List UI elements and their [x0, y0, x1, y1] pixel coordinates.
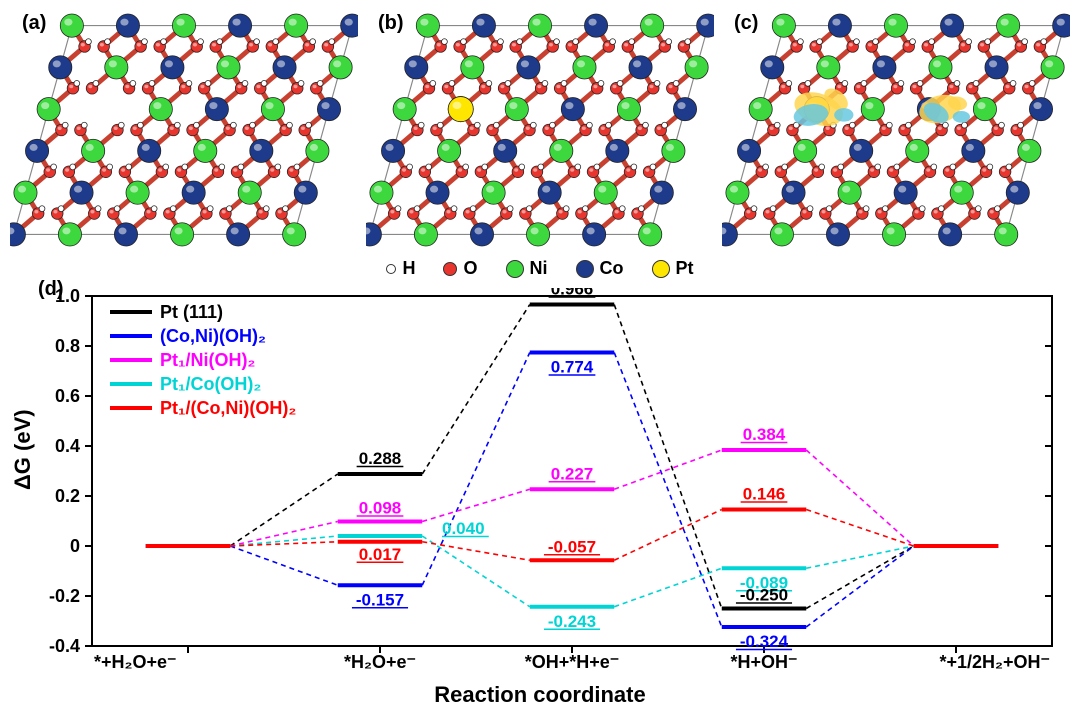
svg-text:Pt₁/(Co,Ni)(OH)₂: Pt₁/(Co,Ni)(OH)₂: [160, 398, 296, 418]
svg-text:0.966: 0.966: [551, 288, 594, 299]
svg-text:1.0: 1.0: [55, 288, 80, 306]
legend-item-co: Co: [576, 258, 624, 279]
svg-text:*+H₂O+e⁻: *+H₂O+e⁻: [94, 652, 177, 672]
panel-b: (b): [366, 10, 714, 250]
svg-text:-0.324: -0.324: [740, 632, 789, 651]
legend-label: Co: [600, 258, 624, 279]
legend-label: Pt: [676, 258, 694, 279]
svg-text:-0.250: -0.250: [740, 586, 788, 605]
svg-text:0.384: 0.384: [743, 425, 786, 444]
svg-text:0.6: 0.6: [55, 386, 80, 406]
ni-icon: [506, 260, 524, 278]
legend-label: H: [402, 258, 415, 279]
legend-item-ni: Ni: [506, 258, 548, 279]
svg-text:-0.157: -0.157: [356, 590, 404, 609]
h-icon: [386, 264, 396, 274]
svg-text:(Co,Ni)(OH)₂: (Co,Ni)(OH)₂: [160, 326, 266, 346]
legend-label: O: [463, 258, 477, 279]
svg-text:0.227: 0.227: [551, 464, 594, 483]
o-icon: [443, 262, 457, 276]
svg-text:0.288: 0.288: [359, 449, 402, 468]
legend-item-h: H: [386, 258, 415, 279]
crystal-panels-row: (a) (b) (c): [10, 10, 1070, 250]
svg-text:Pt₁/Co(OH)₂: Pt₁/Co(OH)₂: [160, 374, 261, 394]
svg-text:0.017: 0.017: [359, 545, 402, 564]
panel-b-label: (b): [378, 12, 404, 35]
svg-text:*H₂O+e⁻: *H₂O+e⁻: [344, 652, 416, 672]
svg-text:-0.2: -0.2: [49, 586, 80, 606]
svg-text:*OH+*H+e⁻: *OH+*H+e⁻: [525, 652, 620, 672]
panel-a: (a): [10, 10, 358, 250]
panel-c: (c): [722, 10, 1070, 250]
svg-text:0.4: 0.4: [55, 436, 80, 456]
panel-a-label: (a): [22, 12, 46, 35]
svg-text:-0.057: -0.057: [548, 537, 596, 556]
svg-text:Pt₁/Ni(OH)₂: Pt₁/Ni(OH)₂: [160, 350, 255, 370]
svg-text:-0.243: -0.243: [548, 612, 596, 631]
x-axis-label: Reaction coordinate: [0, 682, 1080, 708]
energy-diagram: -0.4 -0.2 0 0.2 0.4 0.6 0.8 1.0 *+H₂O+e⁻ *H₂O+e⁻ *…: [30, 288, 1070, 688]
svg-text:0.774: 0.774: [551, 358, 594, 377]
svg-text:0.040: 0.040: [442, 519, 485, 538]
svg-text:0.8: 0.8: [55, 336, 80, 356]
svg-text:*+1/2H₂+OH⁻: *+1/2H₂+OH⁻: [939, 652, 1050, 672]
svg-text:0: 0: [70, 536, 80, 556]
panel-c-label: (c): [734, 12, 758, 35]
svg-text:0.098: 0.098: [359, 499, 402, 518]
legend-item-o: O: [443, 258, 477, 279]
svg-text:0.146: 0.146: [743, 485, 786, 504]
panel-b-structure: [366, 10, 714, 250]
chart-svg: -0.4 -0.2 0 0.2 0.4 0.6 0.8 1.0 *+H₂O+e⁻ *H₂O+e⁻ *…: [30, 288, 1070, 688]
panel-a-structure: [10, 10, 358, 250]
legend-label: Ni: [530, 258, 548, 279]
svg-text:0.2: 0.2: [55, 486, 80, 506]
svg-text:-0.4: -0.4: [49, 636, 80, 656]
pt-icon: [652, 260, 670, 278]
atom-legend: H O Ni Co Pt: [0, 258, 1080, 279]
svg-text:Pt (111): Pt (111): [160, 302, 223, 322]
legend-item-pt: Pt: [652, 258, 694, 279]
panel-c-structure: [722, 10, 1070, 250]
svg-text:*H+OH⁻: *H+OH⁻: [730, 652, 797, 672]
co-icon: [576, 260, 594, 278]
